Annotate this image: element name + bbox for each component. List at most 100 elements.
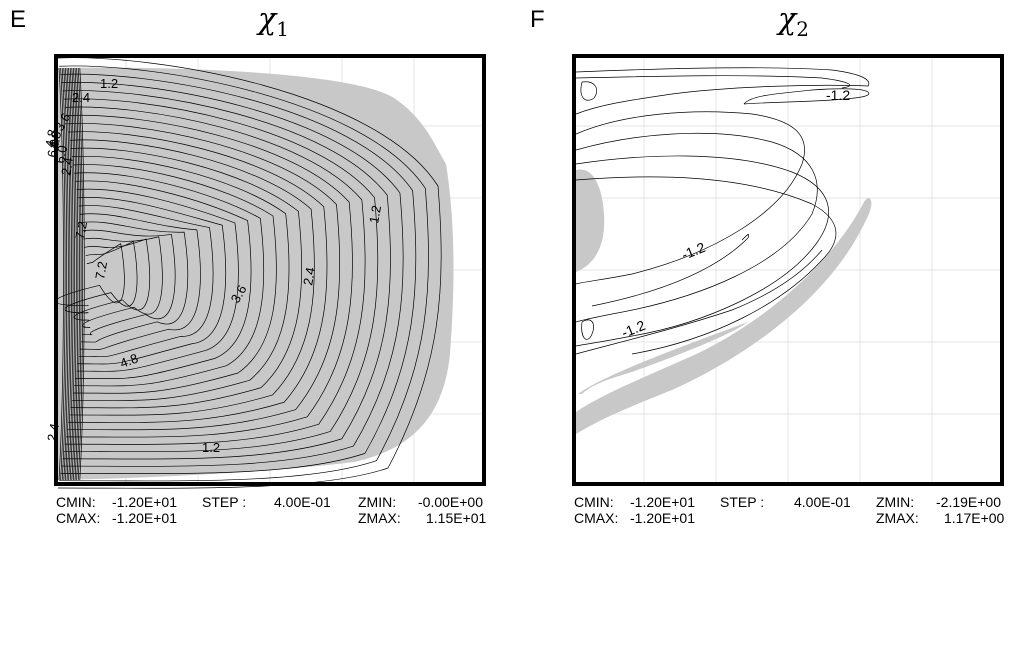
- panel-title-chi1: χ1: [258, 2, 289, 41]
- step-value: 4.00E-01: [274, 494, 331, 510]
- contour-label: 1.2: [202, 440, 220, 455]
- zmin-label: ZMIN:: [876, 494, 915, 510]
- cmax-label: CMAX:: [574, 510, 619, 526]
- contour-line: [79, 213, 201, 350]
- zmin-value: -0.00E+00: [418, 494, 483, 510]
- contour-plot-chi2: -1.2 -1.2 -1.2: [572, 54, 1004, 486]
- title-symbol: χ: [258, 2, 277, 37]
- contour-line: [77, 67, 84, 481]
- title-subscript: 2: [796, 17, 809, 41]
- contour-line: [75, 180, 252, 379]
- contour-line: [73, 238, 151, 321]
- contour-line: [76, 67, 82, 481]
- cmax-value: -1.20E+01: [112, 510, 177, 526]
- panel-letter-f: F: [530, 6, 545, 33]
- contour-line: [76, 188, 239, 372]
- contour-line: [58, 67, 64, 481]
- plot-frame: [572, 54, 1004, 486]
- zmax-label: ZMAX:: [876, 510, 919, 526]
- grid-lines: [576, 58, 1000, 482]
- shaded-region: [58, 67, 454, 480]
- contour-label: 2.4: [300, 266, 318, 286]
- zmax-label: ZMAX:: [358, 510, 401, 526]
- contour-plot-chi1: 1.22.43.64.86.02.44.86.07.27.23.62.41.24…: [42, 54, 486, 489]
- step-label: STEP :: [720, 494, 765, 510]
- contour-line: [580, 81, 597, 101]
- contour-line: [63, 67, 69, 481]
- cmin-label: CMIN:: [56, 494, 96, 510]
- contour-label: 2.4: [58, 156, 76, 176]
- contour-label: -1.2: [826, 87, 850, 103]
- contour-line: [82, 236, 163, 328]
- contour-line: [575, 249, 823, 355]
- contour-label: 7.2: [72, 220, 90, 240]
- contour-line: [63, 98, 379, 453]
- title-symbol: χ: [778, 2, 797, 37]
- contour-line: [74, 67, 80, 481]
- contour-line: [61, 82, 404, 467]
- contour-line: [61, 67, 68, 481]
- contour-line: [78, 205, 214, 358]
- contour-line: [581, 319, 594, 340]
- contour-line: [57, 57, 442, 489]
- contour-line: [67, 123, 341, 431]
- panel-title-chi2: χ2: [778, 2, 809, 41]
- step-label: STEP :: [202, 494, 247, 510]
- contour-label: 6.0: [44, 138, 62, 158]
- contour-lines: [575, 67, 870, 355]
- cmin-value: -1.20E+01: [630, 494, 695, 510]
- shaded-region-lower: [578, 322, 748, 394]
- contour-label: 1.2: [366, 204, 384, 224]
- plot-frame: [54, 54, 486, 486]
- contour-line: [60, 73, 417, 474]
- contour-line: [71, 155, 290, 401]
- contour-line: [69, 67, 76, 481]
- contour-line: [74, 172, 265, 387]
- contour-line: [575, 67, 870, 115]
- contour-line: [743, 88, 870, 105]
- contour-line: [66, 114, 353, 438]
- cmax-label: CMAX:: [56, 510, 101, 526]
- contour-line: [68, 67, 74, 481]
- contour-line: [65, 67, 71, 481]
- contour-line: [70, 147, 303, 409]
- contour-lines: [55, 57, 442, 489]
- title-subscript: 1: [276, 17, 289, 41]
- contour-line: [81, 221, 189, 343]
- contour-label: -1.2: [679, 239, 708, 263]
- contour-line: [72, 164, 277, 394]
- contour-line: [69, 139, 315, 416]
- zmin-label: ZMIN:: [358, 494, 397, 510]
- cmin-label: CMIN:: [574, 494, 614, 510]
- contour-line: [575, 111, 805, 285]
- contour-label: 2.4: [44, 422, 62, 442]
- contour-line: [59, 65, 429, 482]
- contour-line: [71, 67, 77, 481]
- contour-line: [591, 234, 750, 307]
- panel-letter-e: E: [10, 6, 27, 33]
- stats-block-e: CMIN: -1.20E+01 STEP : 4.00E-01 ZMIN: -0…: [56, 494, 496, 530]
- contour-line: [575, 75, 851, 89]
- contour-line: [575, 155, 829, 347]
- contour-label: 2.4: [72, 90, 90, 105]
- cmin-value: -1.20E+01: [112, 494, 177, 510]
- cmax-value: -1.20E+01: [630, 510, 695, 526]
- contour-label: -1.2: [619, 317, 648, 341]
- stats-block-f: CMIN: -1.20E+01 STEP : 4.00E-01 ZMIN: -2…: [574, 494, 1014, 530]
- contour-line: [60, 67, 66, 481]
- zmax-value: 1.15E+01: [426, 510, 487, 526]
- contour-line: [79, 67, 85, 481]
- contour-line: [68, 131, 328, 423]
- contour-label: 7.2: [92, 260, 110, 280]
- contour-line: [73, 67, 79, 481]
- contour-line: [575, 132, 818, 323]
- zmax-value: 1.17E+00: [944, 510, 1005, 526]
- zmin-value: -2.19E+00: [936, 494, 1001, 510]
- shaded-region-band: [576, 198, 872, 434]
- contour-line: [77, 197, 227, 365]
- contour-line: [64, 106, 366, 445]
- contour-line: [62, 90, 391, 460]
- contour-line: [82, 229, 176, 336]
- contour-line: [66, 67, 72, 481]
- shaded-region-left: [576, 169, 605, 272]
